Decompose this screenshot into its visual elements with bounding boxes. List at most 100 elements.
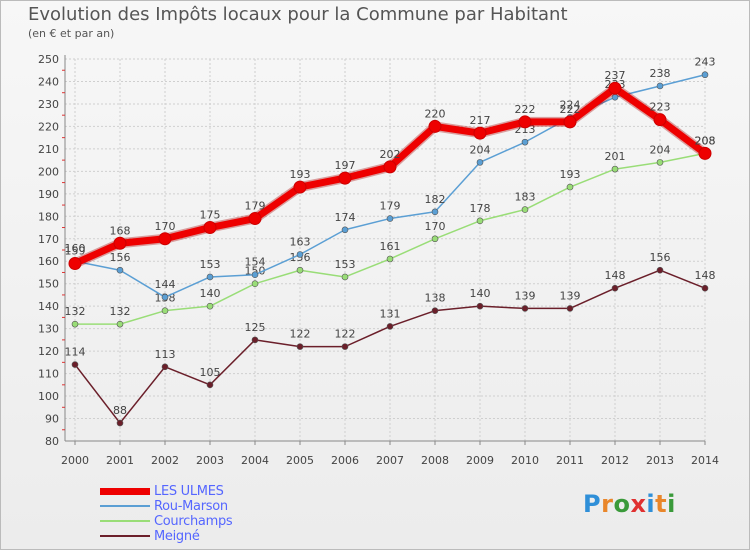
data-label-courchamps: 204 xyxy=(650,143,671,156)
data-point-les-ulmes xyxy=(428,119,442,133)
data-label-meign-: 125 xyxy=(245,321,266,334)
y-tick-label: 110 xyxy=(38,368,59,381)
data-label-rou-marson: 174 xyxy=(335,211,356,224)
data-point-rou-marson xyxy=(341,226,349,234)
y-tick-label: 190 xyxy=(38,188,59,201)
data-label-les-ulmes: 175 xyxy=(200,209,221,222)
logo-letter: i xyxy=(667,490,676,518)
data-point-les-ulmes xyxy=(698,146,712,160)
data-point-meign- xyxy=(71,361,79,368)
data-point-meign- xyxy=(116,419,124,427)
x-tick-label: 2005 xyxy=(286,454,314,467)
data-label-les-ulmes: 222 xyxy=(560,103,581,116)
data-label-rou-marson: 163 xyxy=(290,235,311,248)
data-point-rou-marson xyxy=(476,159,484,166)
data-label-les-ulmes: 159 xyxy=(65,244,86,257)
data-label-les-ulmes: 220 xyxy=(425,107,446,120)
legend-swatch-les-ulmes xyxy=(100,488,150,495)
legend-label-les-ulmes: LES ULMES xyxy=(154,484,224,499)
data-point-rou-marson xyxy=(521,138,529,146)
logo-letter: P xyxy=(583,490,602,518)
y-tick-label: 120 xyxy=(38,345,59,358)
logo-letter: r xyxy=(601,490,614,518)
data-point-courchamps xyxy=(116,320,124,328)
data-point-les-ulmes xyxy=(293,180,307,194)
data-label-les-ulmes: 179 xyxy=(245,200,266,213)
data-point-courchamps xyxy=(566,183,574,191)
data-label-meign-: 131 xyxy=(380,307,401,320)
y-tick-label: 170 xyxy=(38,233,59,246)
data-label-courchamps: 161 xyxy=(380,240,401,253)
data-point-les-ulmes xyxy=(113,236,127,250)
data-point-meign- xyxy=(521,305,529,312)
y-tick-label: 100 xyxy=(38,390,59,403)
data-point-courchamps xyxy=(521,206,529,213)
data-label-meign-: 138 xyxy=(425,292,446,305)
data-point-les-ulmes xyxy=(653,113,667,127)
x-tick-label: 2008 xyxy=(421,454,449,467)
data-point-rou-marson xyxy=(206,273,214,281)
data-point-meign- xyxy=(206,381,214,389)
data-label-rou-marson: 243 xyxy=(695,56,716,69)
data-label-meign-: 88 xyxy=(113,404,127,417)
x-tick-label: 2007 xyxy=(376,454,404,467)
legend-swatch-rou-marson xyxy=(100,505,150,507)
legend-swatch-meigne xyxy=(100,535,150,537)
data-point-rou-marson xyxy=(161,293,169,301)
x-tick-label: 2001 xyxy=(106,454,134,467)
data-point-rou-marson xyxy=(386,215,394,222)
legend-label-courchamps: Courchamps xyxy=(154,514,233,529)
x-tick-label: 2010 xyxy=(511,454,539,467)
logo-letter: x xyxy=(630,490,647,518)
data-point-les-ulmes xyxy=(248,212,262,226)
y-tick-label: 200 xyxy=(38,165,59,178)
data-label-rou-marson: 179 xyxy=(380,200,401,213)
data-point-rou-marson xyxy=(116,266,124,274)
y-tick-label: 230 xyxy=(38,98,59,111)
chart-title: Evolution des Impôts locaux pour la Comm… xyxy=(28,4,568,25)
data-point-meign- xyxy=(296,343,304,350)
data-point-meign- xyxy=(386,323,394,330)
y-tick-label: 220 xyxy=(38,120,59,133)
data-label-les-ulmes: 168 xyxy=(110,224,131,237)
data-point-meign- xyxy=(341,343,349,350)
data-label-les-ulmes: 217 xyxy=(470,114,491,127)
data-point-meign- xyxy=(701,284,709,292)
data-label-meign-: 114 xyxy=(65,346,86,359)
data-label-meign-: 122 xyxy=(335,328,356,341)
data-label-rou-marson: 204 xyxy=(470,143,491,156)
y-tick-label: 160 xyxy=(38,255,59,268)
data-label-rou-marson: 153 xyxy=(200,258,221,271)
x-tick-label: 2011 xyxy=(556,454,584,467)
data-label-meign-: 148 xyxy=(695,269,716,282)
data-label-rou-marson: 182 xyxy=(425,193,446,206)
data-label-courchamps: 183 xyxy=(515,191,536,204)
data-point-meign- xyxy=(566,305,574,312)
data-point-les-ulmes xyxy=(203,221,217,235)
data-label-les-ulmes: 193 xyxy=(290,168,311,181)
y-tick-label: 250 xyxy=(38,53,59,66)
y-tick-label: 80 xyxy=(45,435,59,448)
data-point-rou-marson xyxy=(431,208,439,216)
data-label-courchamps: 132 xyxy=(65,305,86,318)
chart-subtitle: (en € et par an) xyxy=(28,27,115,40)
legend-label-meigne: Meigné xyxy=(154,529,200,544)
data-point-meign- xyxy=(476,302,484,310)
x-tick-label: 2014 xyxy=(691,454,719,467)
data-point-courchamps xyxy=(161,307,169,314)
data-label-les-ulmes: 223 xyxy=(650,101,671,114)
legend-label-rou-marson: Rou-Marson xyxy=(154,499,228,514)
data-label-courchamps: 132 xyxy=(110,305,131,318)
data-point-rou-marson xyxy=(296,251,304,258)
y-tick-label: 130 xyxy=(38,323,59,336)
data-point-courchamps xyxy=(611,165,619,173)
data-label-rou-marson: 160 xyxy=(65,242,86,255)
legend-swatch-courchamps xyxy=(100,520,150,522)
y-tick-label: 210 xyxy=(38,143,59,156)
data-point-les-ulmes xyxy=(68,256,82,270)
data-point-rou-marson xyxy=(251,271,259,279)
data-label-meign-: 105 xyxy=(200,366,221,379)
x-tick-label: 2000 xyxy=(61,454,89,467)
y-tick-label: 90 xyxy=(45,413,59,426)
